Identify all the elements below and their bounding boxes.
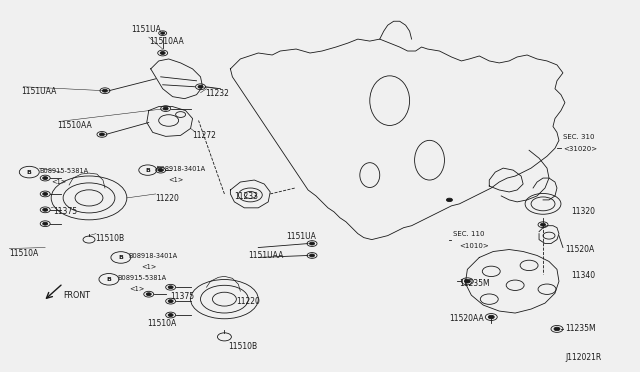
Circle shape xyxy=(168,300,173,302)
Text: 11220: 11220 xyxy=(236,297,260,306)
Text: 11510A: 11510A xyxy=(147,319,176,328)
Circle shape xyxy=(310,254,314,257)
Circle shape xyxy=(147,293,151,296)
Text: B08918-3401A: B08918-3401A xyxy=(129,253,178,260)
Text: 1151UA: 1151UA xyxy=(131,25,161,34)
Text: 1151UAA: 1151UAA xyxy=(21,87,57,96)
Text: 11510B: 11510B xyxy=(228,342,257,351)
Text: B: B xyxy=(106,277,111,282)
Text: 1151UA: 1151UA xyxy=(286,232,316,241)
Text: 11510B: 11510B xyxy=(95,234,124,243)
Circle shape xyxy=(554,327,560,331)
Circle shape xyxy=(43,177,48,180)
Text: 11375: 11375 xyxy=(53,207,77,216)
Text: B08915-5381A: B08915-5381A xyxy=(117,275,166,281)
Circle shape xyxy=(163,107,168,110)
Text: B08918-3401A: B08918-3401A xyxy=(157,166,206,172)
Circle shape xyxy=(541,223,545,226)
Circle shape xyxy=(168,314,173,317)
Circle shape xyxy=(168,286,173,289)
Text: 11510AA: 11510AA xyxy=(57,122,92,131)
Circle shape xyxy=(198,85,203,88)
Circle shape xyxy=(488,315,494,319)
Circle shape xyxy=(43,192,48,195)
Text: 11220: 11220 xyxy=(155,194,179,203)
Text: 11232: 11232 xyxy=(205,89,229,98)
Text: 11235M: 11235M xyxy=(460,279,490,288)
Text: 11340: 11340 xyxy=(571,271,595,280)
Text: 11235M: 11235M xyxy=(565,324,596,333)
Text: <1010>: <1010> xyxy=(460,243,489,248)
Text: <31020>: <31020> xyxy=(563,146,597,152)
Circle shape xyxy=(310,242,314,245)
Circle shape xyxy=(43,208,48,211)
Text: B08915-5381A: B08915-5381A xyxy=(39,168,88,174)
Text: B: B xyxy=(27,170,32,174)
Text: 11272: 11272 xyxy=(193,131,216,140)
Text: 11375: 11375 xyxy=(171,292,195,301)
Text: 11233: 11233 xyxy=(234,192,259,201)
Text: B: B xyxy=(118,255,124,260)
Circle shape xyxy=(447,198,452,202)
Text: SEC. 110: SEC. 110 xyxy=(453,231,485,237)
Text: <1>: <1> xyxy=(51,179,67,185)
Circle shape xyxy=(161,32,164,34)
Circle shape xyxy=(160,52,165,54)
Circle shape xyxy=(158,169,163,171)
Text: <1>: <1> xyxy=(129,286,144,292)
Circle shape xyxy=(465,279,470,283)
Text: 11320: 11320 xyxy=(571,207,595,216)
Text: <1>: <1> xyxy=(169,177,184,183)
Text: 11510A: 11510A xyxy=(10,248,38,257)
Text: J112021R: J112021R xyxy=(565,353,601,362)
Text: 11510AA: 11510AA xyxy=(148,37,184,46)
Text: 11520AA: 11520AA xyxy=(449,314,484,323)
Text: SEC. 310: SEC. 310 xyxy=(563,134,595,140)
Circle shape xyxy=(43,222,48,225)
Text: B: B xyxy=(145,168,150,173)
Text: <1>: <1> xyxy=(141,264,156,270)
Circle shape xyxy=(99,133,104,136)
Text: 11520A: 11520A xyxy=(565,244,594,254)
Text: 1151UAA: 1151UAA xyxy=(248,250,284,260)
Text: FRONT: FRONT xyxy=(63,291,90,300)
Circle shape xyxy=(102,89,108,92)
